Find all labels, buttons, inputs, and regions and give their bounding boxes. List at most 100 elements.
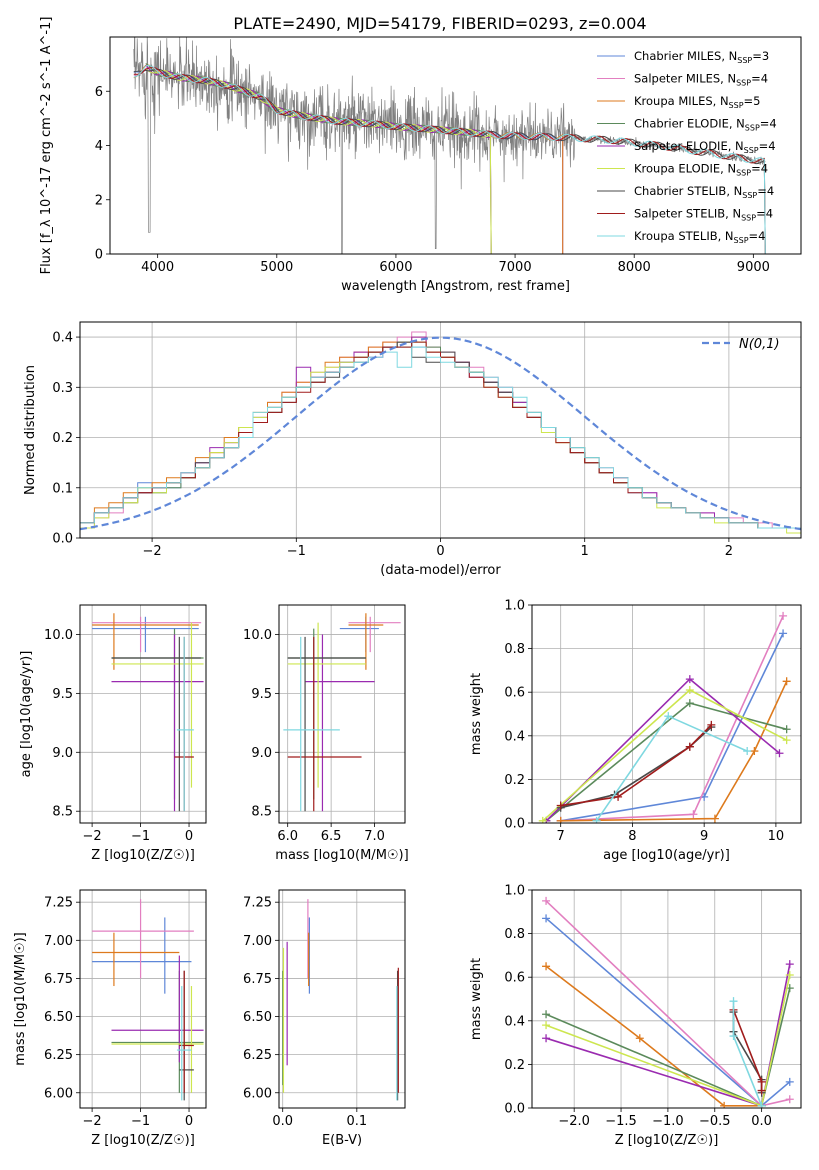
legend-label: Salpeter STELIB, N [634, 207, 741, 221]
weight-marker [542, 896, 551, 905]
x-tick-label: 7.0 [364, 829, 385, 844]
weight-marker [592, 816, 601, 823]
weight-marker [542, 914, 551, 923]
y-tick-label: 9.0 [251, 746, 272, 761]
legend-entry: N(0,1) [739, 337, 780, 352]
y-tick-label: 9.5 [52, 687, 73, 702]
y-tick-label: 6.50 [44, 1010, 73, 1025]
weight-marker [542, 962, 551, 971]
weight-marker [635, 1034, 644, 1043]
y-tick-label: 0 [95, 248, 103, 263]
y-tick-label: 1.0 [504, 884, 525, 899]
legend-sub: SSP [736, 169, 751, 178]
plot-area-spectrum [133, 37, 766, 254]
weight-series [560, 724, 712, 807]
weight-series [560, 632, 784, 822]
legend-label: Chabrier STELIB, N [634, 184, 742, 198]
legend-label: Salpeter MILES, N [634, 72, 736, 86]
plot-area-weight_vs_Z [542, 896, 794, 1108]
chart-age_vs_mass: 6.0 6.5 7.0 8.5 9.0 9.5 10.0 mass [log10(M/M☉)] [243, 604, 409, 863]
x-tick-label: −2 [143, 544, 162, 559]
chart-mass_vs_EBV: 0.0 0.1 6.00 6.25 6.50 6.75 7.00 7.25 E(B-V) [243, 889, 406, 1148]
y-axis-label: age [log10(age/yr)] [19, 651, 34, 778]
legend-tail: =4 [749, 229, 766, 243]
x-tick-label: 7000 [499, 260, 532, 275]
weight-marker [757, 1077, 766, 1086]
y-tick-label: 7.00 [44, 934, 73, 949]
axes-frame [531, 889, 802, 1109]
x-tick-label: −1 [287, 544, 306, 559]
legend-label: Chabrier MILES, N [634, 49, 737, 63]
x-tick-label: 9 [700, 829, 708, 844]
x-axis-label: mass [log10(M/M☉)] [275, 848, 408, 863]
y-tick-label: 0.4 [52, 331, 73, 346]
y-tick-label: 2 [95, 193, 103, 208]
weight-marker [785, 971, 794, 980]
plot-area-residuals [80, 331, 801, 538]
y-tick-label: 0.2 [504, 1058, 525, 1073]
axes-frame [531, 604, 802, 824]
x-tick-label: 0 [185, 829, 193, 844]
weight-marker [750, 747, 759, 756]
x-tick-label: 6.5 [321, 829, 342, 844]
x-tick-label: 8 [628, 829, 636, 844]
x-axis-label: Z [log10(Z/Z☉)] [91, 1133, 195, 1148]
x-tick-label: 7 [557, 829, 565, 844]
y-tick-label: 0.6 [504, 971, 525, 986]
x-tick-label: −2.0 [558, 1114, 590, 1129]
histogram-series [80, 346, 801, 538]
model-spectrum [145, 67, 492, 254]
x-tick-label: 10 [768, 829, 785, 844]
x-tick-label: −1.0 [652, 1114, 684, 1129]
weight-series [732, 1012, 763, 1093]
weight-marker [685, 699, 694, 708]
weight-series [560, 726, 712, 809]
y-axis-label: mass weight [469, 673, 484, 755]
axes-frame [109, 36, 802, 255]
weight-marker [757, 1101, 766, 1108]
y-tick-label: 4 [95, 139, 103, 154]
legend-tail: =4 [756, 207, 773, 221]
x-axis-label: Z [log10(Z/Z☉)] [615, 1133, 719, 1148]
y-tick-label: 0.8 [504, 642, 525, 657]
weight-marker [775, 749, 784, 758]
plot-area-mass_vs_EBV [282, 899, 399, 1101]
weight-marker [757, 1086, 766, 1095]
y-tick-label: 6.00 [44, 1086, 73, 1101]
x-axis-label: Z [log10(Z/Z☉)] [91, 848, 195, 863]
y-tick-label: 9.0 [52, 746, 73, 761]
weight-series [560, 680, 788, 822]
weight-marker [785, 960, 794, 969]
x-tick-label: 9000 [737, 260, 770, 275]
y-tick-label: 0.4 [504, 729, 525, 744]
legend-entry: Salpeter MILES, NSSP=4 [634, 72, 768, 88]
plot-area-age_vs_Z [92, 613, 204, 812]
weight-marker [538, 816, 547, 823]
weight-marker [785, 1095, 794, 1104]
legend-entry: Chabrier ELODIE, NSSP=4 [634, 117, 777, 133]
y-tick-label: 0.8 [504, 927, 525, 942]
x-tick-label: −0.5 [699, 1114, 731, 1129]
legend-label: Salpeter ELODIE, N [634, 139, 744, 153]
figure-title: PLATE=2490, MJD=54179, FIBERID=0293, z=0… [233, 14, 646, 33]
x-tick-label: 2 [725, 544, 733, 559]
legend-sub: SSP [736, 79, 751, 88]
x-axis-label: E(B-V) [322, 1133, 362, 1148]
weight-marker [542, 1021, 551, 1030]
x-tick-label: −2 [83, 1114, 102, 1129]
legend-sub: SSP [734, 236, 749, 245]
y-axis-label: Flux [f_λ 10^-17 erg cm^-2 s^-1 A^-1] [39, 17, 54, 275]
y-axis-label: mass weight [469, 958, 484, 1040]
legend-label: Chabrier ELODIE, N [634, 117, 745, 131]
legend-label: Kroupa STELIB, N [634, 229, 734, 243]
plot-area-age_vs_mass [283, 613, 401, 812]
weight-marker [782, 677, 791, 686]
model-spectrum [145, 63, 492, 254]
model-spectrum [133, 64, 766, 254]
chart-spectrum: 4000 5000 6000 7000 8000 9000 0 2 4 6 wavelength [… [39, 17, 802, 294]
chart-weight_vs_age: 7 8 9 10 0.0 0.2 0.4 0.6 0.8 1.0 age [log10(age/yr… [469, 599, 802, 863]
model-spectrum [133, 66, 564, 254]
legend-entry: Kroupa ELODIE, NSSP=4 [634, 162, 768, 178]
model-spectrum [133, 64, 564, 254]
x-tick-label: −1.5 [605, 1114, 637, 1129]
